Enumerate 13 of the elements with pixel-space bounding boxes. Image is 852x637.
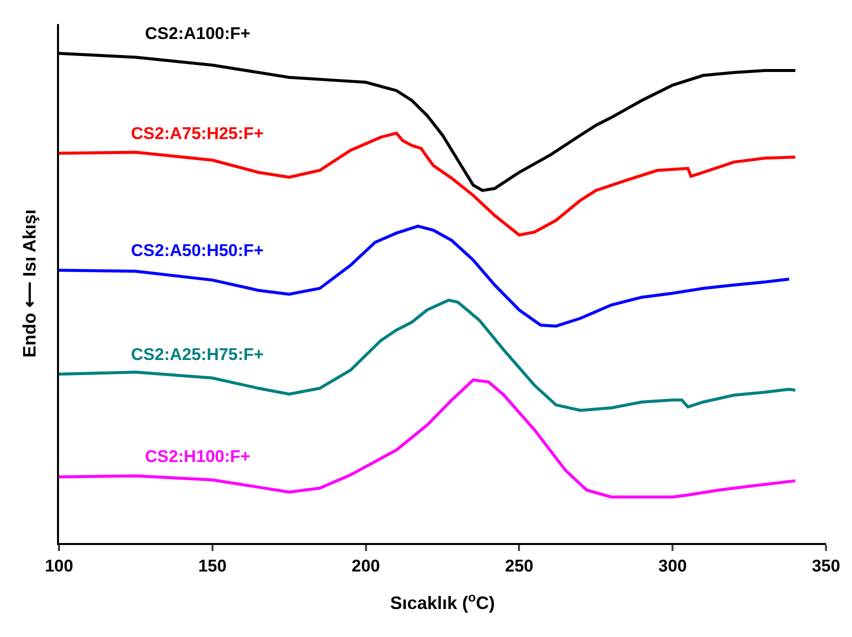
x-tick-label: 100 <box>44 556 74 576</box>
x-tick-label: 250 <box>505 556 534 576</box>
x-axis-title: Sıcaklık ($^{o}$C) <box>390 590 495 613</box>
series-label: CS2:A100:F+ <box>145 24 250 43</box>
x-tick-label: 150 <box>198 556 227 576</box>
series-label: CS2:H100:F+ <box>145 447 250 466</box>
y-axis-title: Endo ⟵ Isı Akışı <box>20 209 40 358</box>
x-tick-label: 300 <box>658 556 687 576</box>
x-tick-label: 200 <box>352 556 380 576</box>
series-label: CS2:A50:H50:F+ <box>131 241 264 260</box>
x-tick-label: 350 <box>812 556 840 576</box>
series-label: CS2:A75:H25:F+ <box>131 124 264 143</box>
series-label: CS2:A25:H75:F+ <box>131 345 264 364</box>
